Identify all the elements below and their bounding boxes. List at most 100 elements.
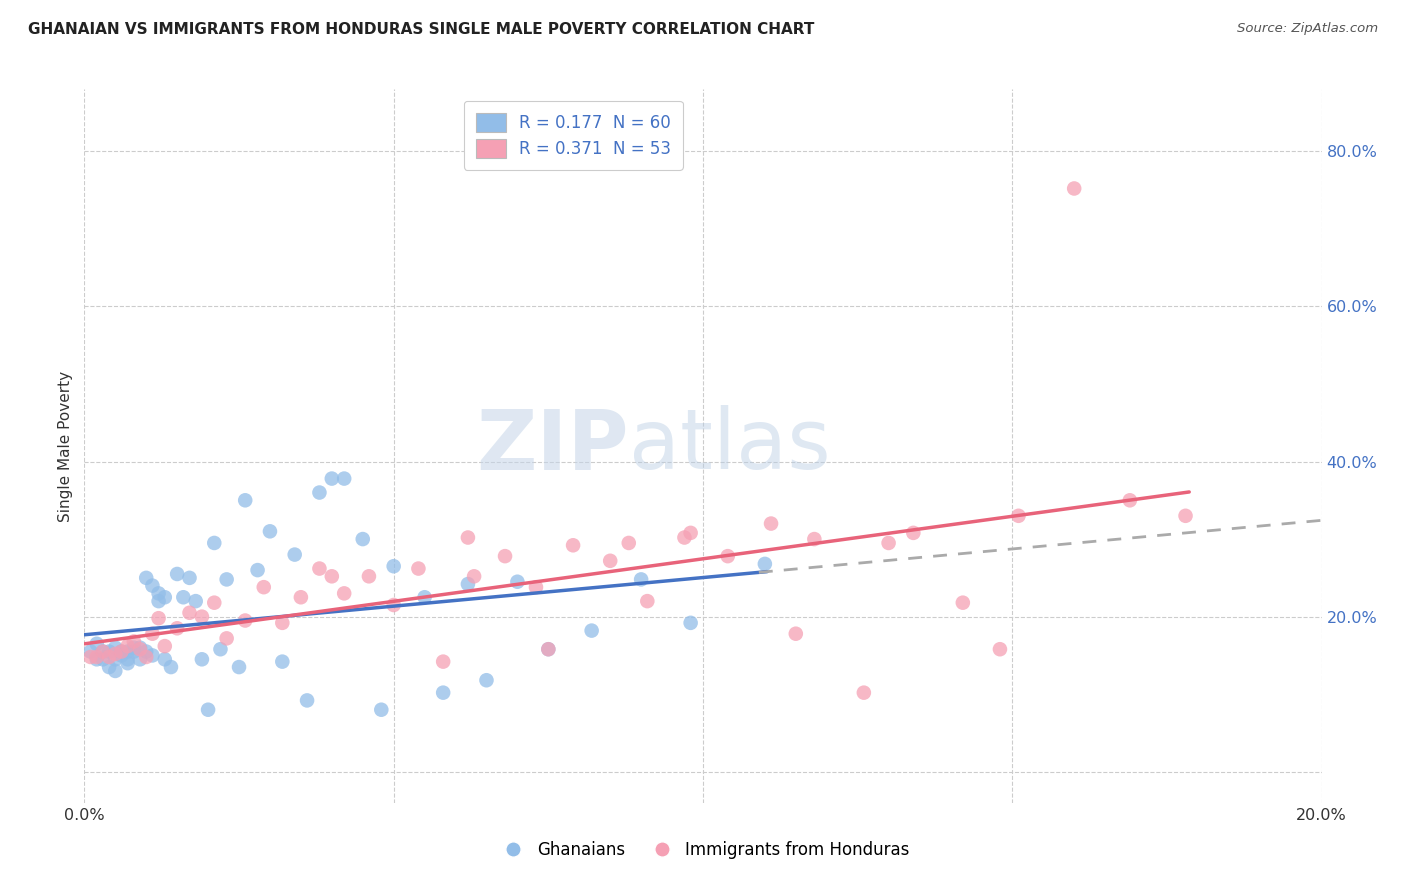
Point xyxy=(153,591,176,605)
Point xyxy=(215,573,238,587)
Text: ZIP: ZIP xyxy=(477,406,628,486)
Point xyxy=(179,571,201,585)
Point xyxy=(117,656,139,670)
Point xyxy=(104,664,127,678)
Point xyxy=(141,648,163,663)
Point xyxy=(1174,508,1197,523)
Point xyxy=(852,686,875,700)
Point xyxy=(79,644,101,658)
Point xyxy=(135,650,157,665)
Point xyxy=(599,554,621,568)
Point xyxy=(457,577,479,591)
Point xyxy=(717,549,740,563)
Point xyxy=(679,615,702,630)
Point xyxy=(86,650,108,665)
Point xyxy=(271,655,294,669)
Point xyxy=(1119,493,1142,508)
Point xyxy=(581,624,603,638)
Point xyxy=(153,652,176,666)
Point xyxy=(630,573,652,587)
Point xyxy=(129,642,152,657)
Point xyxy=(110,648,132,663)
Point xyxy=(352,532,374,546)
Point xyxy=(432,686,454,700)
Point xyxy=(191,652,214,666)
Point xyxy=(233,614,256,628)
Text: atlas: atlas xyxy=(628,406,831,486)
Point xyxy=(98,660,121,674)
Point xyxy=(148,586,170,600)
Point xyxy=(141,626,163,640)
Point xyxy=(122,634,145,648)
Point xyxy=(988,642,1011,657)
Point xyxy=(153,639,176,653)
Text: GHANAIAN VS IMMIGRANTS FROM HONDURAS SINGLE MALE POVERTY CORRELATION CHART: GHANAIAN VS IMMIGRANTS FROM HONDURAS SIN… xyxy=(28,22,814,37)
Point xyxy=(463,569,485,583)
Point xyxy=(259,524,281,539)
Point xyxy=(952,596,974,610)
Point xyxy=(432,655,454,669)
Point xyxy=(117,652,139,666)
Point xyxy=(91,644,114,658)
Point xyxy=(202,536,225,550)
Point xyxy=(148,611,170,625)
Point xyxy=(179,606,201,620)
Point xyxy=(408,561,430,575)
Point xyxy=(122,640,145,655)
Point xyxy=(246,563,269,577)
Point xyxy=(104,640,127,655)
Point xyxy=(290,591,312,605)
Point xyxy=(679,525,702,540)
Point xyxy=(110,644,132,658)
Point xyxy=(506,574,529,589)
Legend: Ghanaians, Immigrants from Honduras: Ghanaians, Immigrants from Honduras xyxy=(491,835,915,866)
Point xyxy=(122,644,145,658)
Point xyxy=(191,609,214,624)
Point xyxy=(457,531,479,545)
Point xyxy=(135,644,157,658)
Point xyxy=(253,580,276,594)
Point xyxy=(803,532,825,546)
Point xyxy=(636,594,658,608)
Point xyxy=(308,485,330,500)
Point xyxy=(759,516,782,531)
Point xyxy=(413,591,436,605)
Point xyxy=(117,644,139,658)
Point xyxy=(104,647,127,661)
Point xyxy=(209,642,232,657)
Point xyxy=(110,644,132,658)
Point xyxy=(79,650,101,665)
Point xyxy=(754,557,776,571)
Point xyxy=(197,703,219,717)
Point xyxy=(284,548,307,562)
Point xyxy=(166,621,188,635)
Point xyxy=(104,652,127,666)
Point xyxy=(202,596,225,610)
Point xyxy=(357,569,380,583)
Y-axis label: Single Male Poverty: Single Male Poverty xyxy=(58,370,73,522)
Point xyxy=(785,626,807,640)
Point xyxy=(617,536,640,550)
Point xyxy=(382,598,405,612)
Point xyxy=(98,644,121,658)
Point xyxy=(524,580,547,594)
Point xyxy=(333,472,356,486)
Point xyxy=(160,660,183,674)
Point xyxy=(184,594,207,608)
Point xyxy=(166,566,188,581)
Point xyxy=(494,549,516,563)
Point xyxy=(148,594,170,608)
Point xyxy=(86,652,108,666)
Point xyxy=(673,531,696,545)
Point xyxy=(141,579,163,593)
Point xyxy=(86,637,108,651)
Point xyxy=(91,644,114,658)
Point xyxy=(295,693,318,707)
Point xyxy=(475,673,498,688)
Point xyxy=(321,569,343,583)
Point xyxy=(233,493,256,508)
Point xyxy=(215,632,238,646)
Point xyxy=(228,660,250,674)
Point xyxy=(537,642,560,657)
Point xyxy=(271,615,294,630)
